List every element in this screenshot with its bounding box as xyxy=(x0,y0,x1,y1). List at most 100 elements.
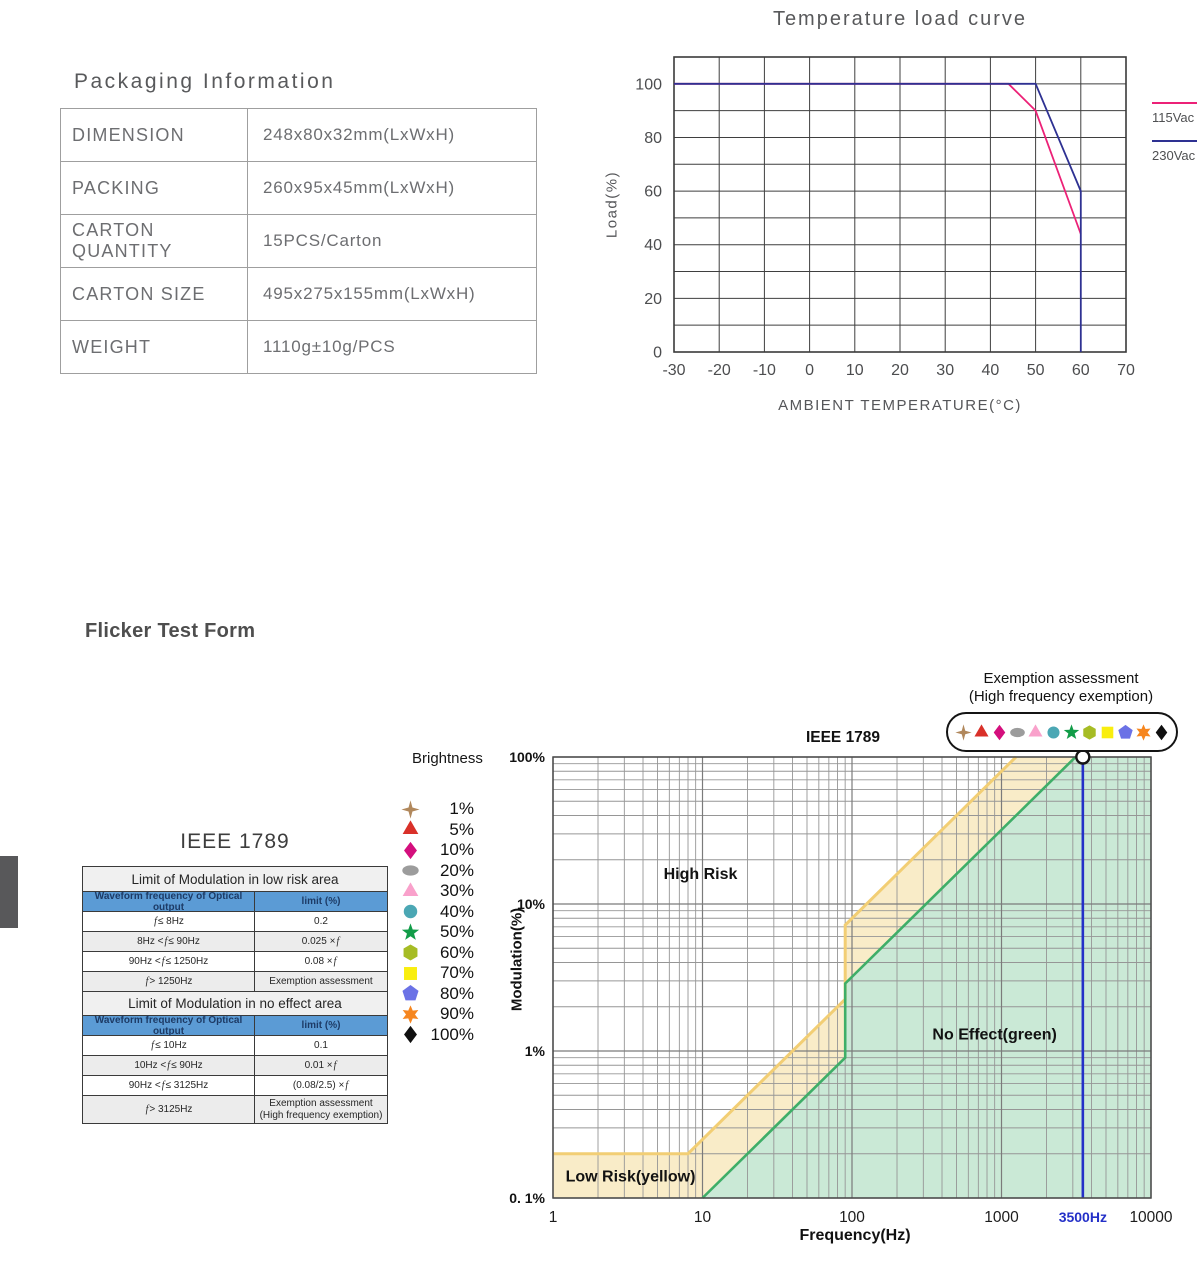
triangle-icon xyxy=(973,723,989,737)
packaging-row-value: 248x80x32mm(LxWxH) xyxy=(263,125,456,144)
temperature-x-tick: 0 xyxy=(805,362,814,379)
circle-icon xyxy=(1046,725,1060,739)
series-line-115vac xyxy=(674,82,1082,235)
temperature-x-tick: 10 xyxy=(846,362,864,379)
brightness-legend-label: 60% xyxy=(439,942,474,962)
region-label: No Effect(green) xyxy=(932,1026,1056,1043)
brightness-legend-item: 10% xyxy=(398,840,483,861)
temperature-x-tick: 60 xyxy=(1072,362,1090,379)
brightness-icon-wrap xyxy=(398,841,422,860)
packaging-row-value: 260x95x45mm(LxWxH) xyxy=(263,178,456,197)
brightness-legend-label: 40% xyxy=(439,901,474,921)
pentagon-icon xyxy=(1117,724,1133,739)
flicker-section-title: Flicker Test Form xyxy=(85,620,256,642)
ieee-limit-cell: 0.1 xyxy=(314,1039,328,1051)
ieee-limit-cell: (0.08/2.5) × f xyxy=(292,1079,349,1091)
star5-icon xyxy=(401,923,419,940)
brightness-icon-wrap xyxy=(398,923,422,942)
hexagon-icon xyxy=(1082,724,1096,740)
temperature-x-tick: -20 xyxy=(708,362,731,379)
diamond-icon xyxy=(1155,724,1167,740)
brightness-legend-label: 50% xyxy=(439,922,474,942)
temperature-y-tick: 40 xyxy=(644,237,662,254)
triangle-icon xyxy=(1027,723,1043,737)
star6-icon xyxy=(1135,723,1151,741)
brightness-legend-item: 50% xyxy=(398,922,483,943)
brightness-legend-label: 30% xyxy=(439,881,474,901)
ieee-data-row: f > 1250Hz Exemption assessment xyxy=(83,971,387,991)
ieee-limit-cell: Exemption assessment xyxy=(269,975,373,987)
flicker-x-tick: 10000 xyxy=(1129,1209,1172,1226)
flicker-chart-title: IEEE 1789 xyxy=(805,729,881,746)
temperature-y-tick: 80 xyxy=(644,130,662,147)
packaging-row-label: PACKING xyxy=(61,162,248,214)
flicker-x-tick: 1 xyxy=(549,1209,558,1226)
temperature-y-axis-label: Load(%) xyxy=(603,170,621,239)
ieee-data-row: 90Hz < f ≤ 3125Hz (0.08/2.5) × f xyxy=(83,1075,387,1095)
flicker-x-axis-label: Frequency(Hz) xyxy=(799,1227,911,1244)
flicker-x-tick: 100 xyxy=(839,1209,865,1226)
flicker-y-tick: 100% xyxy=(509,749,545,765)
ieee-frequency-cell: f ≤ 10Hz xyxy=(83,1036,255,1055)
brightness-icon-wrap xyxy=(398,943,422,962)
temperature-x-tick: 70 xyxy=(1117,362,1135,379)
brightness-legend-items: 1% 5% 10% 20% 30% 40% 50% 60% 70% 80% 90% 100% xyxy=(398,799,483,1045)
packaging-row: PACKING 260x95x45mm(LxWxH) xyxy=(61,161,536,214)
brightness-icon-wrap xyxy=(398,882,422,901)
brightness-legend-title: Brightness xyxy=(412,750,483,767)
pentagon-icon xyxy=(401,985,419,1001)
page-edge-tab xyxy=(0,856,18,928)
ieee-column-header-row: Waveform frequency of Optical output limi… xyxy=(83,891,387,913)
brightness-legend-label: 1% xyxy=(449,799,474,819)
ellipse-icon xyxy=(401,865,419,876)
ieee-col2-header: limit (%) xyxy=(301,895,341,907)
packaging-row: DIMENSION 248x80x32mm(LxWxH) xyxy=(61,109,536,161)
ieee-column-header-row: Waveform frequency of Optical output limi… xyxy=(83,1015,387,1037)
packaging-title: Packaging Information xyxy=(74,70,336,93)
region-label: High Risk xyxy=(664,866,738,883)
exemption-note-line1: Exemption assessment xyxy=(983,670,1139,687)
temperature-x-tick: 50 xyxy=(1027,362,1045,379)
flicker-y-tick: 10% xyxy=(517,896,546,912)
hexagon-icon xyxy=(403,944,417,961)
temperature-legend: 115Vac 230Vac xyxy=(1152,102,1200,178)
temperature-chart: -30 -20 -10 0 10 20 30 40 50 60 70 0 20 40 60 80 100 xyxy=(635,56,1135,379)
triangle-icon xyxy=(402,820,418,835)
flicker-y-tick: 1% xyxy=(525,1043,546,1059)
flicker-y-axis-label: Modulation(%) xyxy=(508,907,526,1012)
ieee-data-row: f ≤ 10Hz 0.1 xyxy=(83,1035,387,1055)
brightness-legend: Brightness 1% 5% 10% 20% 30% 40% 50% 60% 70% 80% 9… xyxy=(398,750,483,1045)
diamond-icon xyxy=(993,724,1005,740)
temperature-x-tick: 20 xyxy=(891,362,909,379)
ieee-col2-header: limit (%) xyxy=(301,1019,341,1031)
ieee-frequency-cell: 90Hz < f ≤ 1250Hz xyxy=(83,952,255,971)
legend-swatch-115vac xyxy=(1152,102,1197,104)
ieee-table-title: IEEE 1789 xyxy=(180,830,290,853)
ieee-section-header: Limit of Modulation in no effect area xyxy=(83,991,387,1015)
brightness-icon-wrap xyxy=(398,1025,422,1044)
ieee-frequency-cell: 10Hz < f ≤ 90Hz xyxy=(83,1056,255,1075)
brightness-icon-wrap xyxy=(398,861,422,880)
temperature-y-tick: 20 xyxy=(644,291,662,308)
test-point-marker xyxy=(1075,749,1091,765)
brightness-legend-label: 5% xyxy=(449,819,474,839)
flicker-x-tick: 10 xyxy=(694,1209,712,1226)
star4-icon xyxy=(954,723,972,741)
brightness-legend-item: 5% xyxy=(398,820,483,841)
brightness-legend-label: 10% xyxy=(439,840,474,860)
ieee-limit-cell: 0.08 × f xyxy=(304,955,337,967)
brightness-icon-wrap xyxy=(398,820,422,839)
star4-icon xyxy=(400,800,420,819)
legend-label-230vac: 230Vac xyxy=(1152,148,1196,163)
temperature-x-tick: 30 xyxy=(936,362,954,379)
exemption-note-line2: (High frequency exemption) xyxy=(968,688,1154,705)
ieee-col1-header: Waveform frequency of Optical output xyxy=(83,891,255,913)
brightness-legend-item: 1% xyxy=(398,799,483,820)
region-label: Low Risk(yellow) xyxy=(566,1169,696,1186)
packaging-table: DIMENSION 248x80x32mm(LxWxH) PACKING 260x95… xyxy=(60,108,537,374)
flicker-plot-border xyxy=(552,756,1152,1199)
flicker-x-tick: 1000 xyxy=(984,1209,1019,1226)
legend-swatch-230vac xyxy=(1152,140,1197,142)
packaging-row: CARTON QUANTITY 15PCS/Carton xyxy=(61,214,536,267)
